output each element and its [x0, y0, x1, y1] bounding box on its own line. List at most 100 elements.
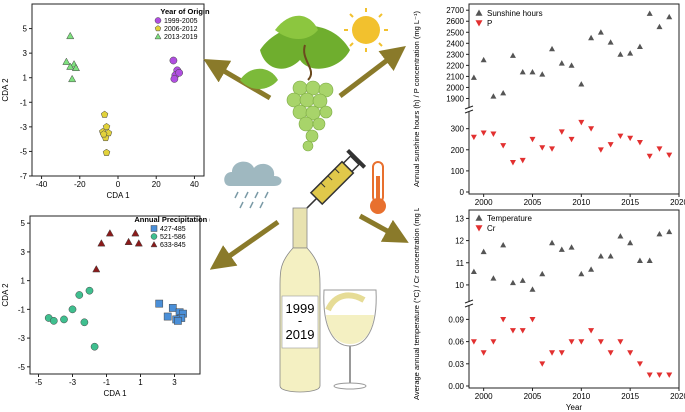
x-tick-label: 20 — [152, 180, 161, 189]
x-tick-label: 1 — [138, 378, 143, 387]
data-point — [588, 266, 595, 272]
legend-label: P — [487, 19, 492, 28]
y-tick-label: -7 — [20, 172, 28, 181]
data-point — [490, 275, 497, 281]
legend-label: 427-485 — [160, 226, 186, 233]
data-point — [568, 244, 575, 250]
x-tick-label: 2010 — [572, 198, 590, 207]
legend-marker — [475, 9, 483, 16]
data-point — [588, 126, 595, 132]
data-point — [168, 304, 177, 312]
x-tick-label: 2015 — [621, 198, 639, 207]
y-tick-label: -5 — [20, 147, 28, 156]
y-tick-label: 12 — [455, 237, 464, 246]
x-tick-label: 2000 — [475, 198, 493, 207]
data-point — [627, 350, 634, 356]
data-point — [60, 315, 68, 324]
y-tick-label: 11 — [456, 259, 465, 268]
y-tick-label: 5 — [23, 25, 28, 34]
data-point — [646, 10, 653, 16]
data-point — [85, 286, 94, 295]
y-tick-label: -1 — [18, 305, 26, 314]
data-point — [597, 339, 604, 345]
data-point — [588, 328, 595, 334]
x-axis-title: Year — [566, 403, 583, 412]
data-point — [500, 242, 507, 248]
wine-bottle-icon — [279, 207, 321, 393]
data-point — [568, 339, 575, 345]
data-point — [656, 146, 663, 152]
plot-frame — [468, 209, 680, 389]
y-axis-title: CDA 2 — [1, 283, 10, 307]
data-point — [558, 129, 565, 135]
axis-break-mark — [464, 105, 474, 110]
bottle-label-line3: 2019 — [286, 327, 315, 342]
x-tick-label: 2000 — [475, 392, 493, 401]
data-point — [92, 265, 101, 273]
rain-cloud-icon — [224, 161, 282, 209]
data-point — [480, 350, 487, 356]
data-point — [578, 270, 585, 277]
data-point — [646, 372, 653, 378]
data-point — [617, 51, 624, 57]
data-point — [646, 153, 653, 160]
data-point — [636, 43, 643, 50]
y-tick-label: -5 — [18, 363, 26, 372]
y-axis-title: CDA 2 — [1, 78, 10, 102]
data-point — [529, 286, 536, 292]
y-tick-label: -3 — [18, 334, 26, 343]
bottle-label-line1: 1999 — [286, 301, 315, 316]
data-point — [597, 29, 604, 35]
y-tick-label: 2100 — [446, 72, 464, 81]
data-point — [102, 148, 111, 156]
y-tick-label: 300 — [451, 125, 465, 134]
arrow-to-precipitation-chart — [209, 219, 280, 270]
data-point — [597, 147, 604, 153]
data-point — [568, 136, 575, 143]
y-axis-title: Average annual temperature (°C) / Cr con… — [412, 208, 421, 400]
y-tick-label: 3 — [21, 248, 26, 257]
chart-temperature-cr: 2000 2005 2010 2015 2020 10 11 12 13 0.00 0.03 0.06… — [412, 208, 685, 412]
plot-frame — [29, 215, 201, 375]
x-tick-label: -1 — [103, 378, 111, 387]
data-point — [666, 13, 673, 20]
data-point — [529, 69, 536, 75]
legend-label: 2006-2012 — [164, 26, 198, 33]
x-tick-label: -5 — [35, 378, 43, 387]
data-point — [169, 56, 178, 65]
y-tick-label: 0.00 — [448, 382, 464, 391]
data-point — [163, 312, 172, 321]
y-axis-title: Annual sunshine hours (h) / P concentrat… — [412, 11, 421, 187]
y-tick-label: 100 — [451, 167, 465, 176]
data-point — [131, 229, 140, 237]
data-point — [636, 361, 643, 367]
data-point — [617, 133, 624, 140]
data-point — [75, 291, 84, 299]
data-point — [509, 279, 516, 286]
data-point — [99, 130, 108, 138]
data-point — [539, 145, 546, 151]
data-point — [627, 135, 634, 142]
data-point — [500, 143, 507, 149]
y-tick-label: 0.09 — [448, 315, 464, 324]
legend-label: Sunshine hours — [487, 9, 543, 18]
data-point — [66, 62, 75, 70]
legend-label: 1999-2005 — [164, 18, 198, 25]
plot-frame — [468, 3, 680, 195]
data-point — [480, 248, 487, 255]
data-point — [597, 253, 604, 259]
data-point — [490, 339, 497, 345]
legend-marker — [154, 32, 162, 40]
data-point — [100, 110, 109, 118]
legend-marker — [154, 17, 162, 24]
x-tick-label: 2010 — [572, 392, 590, 401]
data-point — [617, 339, 624, 345]
wine-glass-icon — [323, 289, 377, 390]
axis-break-gap — [465, 108, 473, 112]
data-point — [588, 34, 595, 41]
legend-label: Temperature — [487, 214, 532, 223]
data-point — [519, 277, 526, 283]
x-tick-label: 2015 — [621, 392, 639, 401]
legend-label: 2013-2019 — [164, 34, 198, 41]
data-point — [666, 372, 673, 378]
